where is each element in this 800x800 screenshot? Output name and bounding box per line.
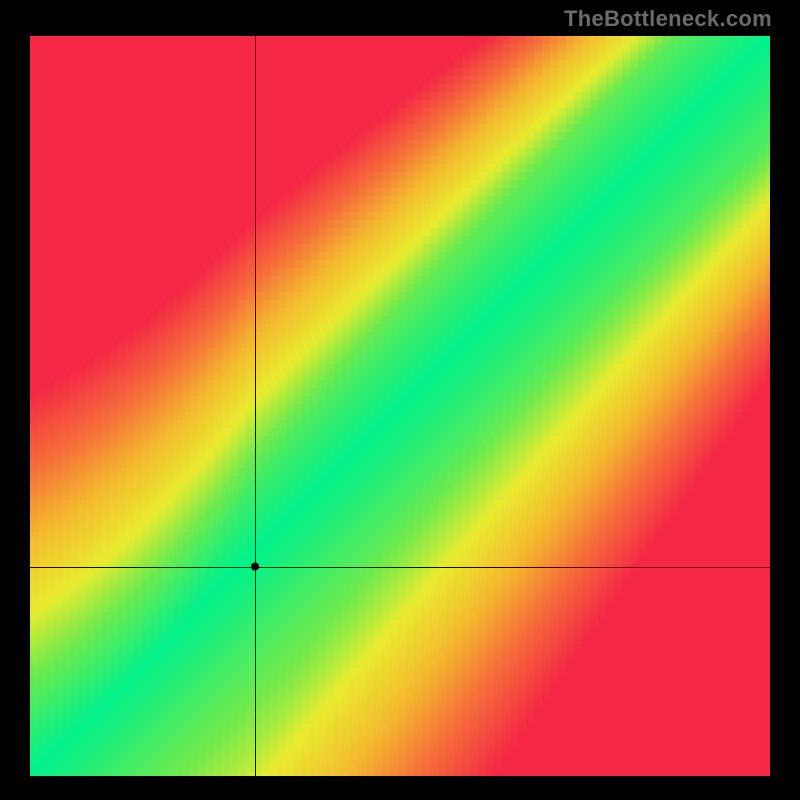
chart-container: TheBottleneck.com: [0, 0, 800, 800]
heatmap-canvas: [30, 36, 770, 776]
heatmap-plot: [30, 36, 770, 776]
watermark-label: TheBottleneck.com: [564, 6, 772, 32]
